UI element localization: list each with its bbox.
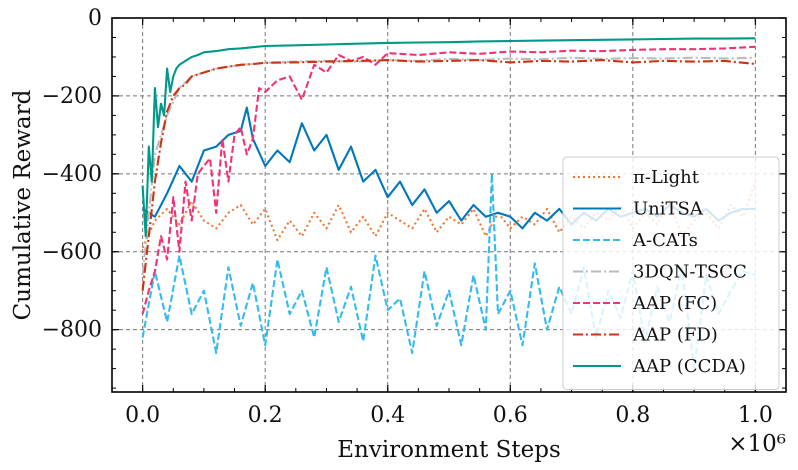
legend: π-Light UniTSA A-CATs 3DQN-TSCC AAP (FC) AAP … xyxy=(562,156,780,390)
x-multiplier-label: ×10⁶ xyxy=(728,431,786,457)
tick-layer: 0.0 0.2 0.4 0.6 0.8 1.0 0 −200 −400 −600 −800 xyxy=(42,6,787,428)
y-tick-label: −600 xyxy=(42,240,102,265)
x-tick-label: 0.4 xyxy=(370,403,405,428)
x-tick-label: 1.0 xyxy=(738,403,773,428)
series-line-6 xyxy=(141,37,756,238)
x-axis-label: Environment Steps xyxy=(337,437,561,463)
series-line-4 xyxy=(141,45,756,315)
y-axis-label: Cumulative Reward xyxy=(10,89,36,320)
grid-layer xyxy=(112,18,786,392)
legend-box xyxy=(562,156,780,390)
y-tick-label: −400 xyxy=(42,162,102,187)
legend-label-4: AAP (FC) xyxy=(632,293,717,314)
series-line-5 xyxy=(141,59,756,291)
y-tick-label: −200 xyxy=(42,84,102,109)
x-tick-label: 0.2 xyxy=(248,403,283,428)
x-tick-label: 0.0 xyxy=(125,403,160,428)
legend-label-2: A-CATs xyxy=(632,230,698,251)
legend-label-3: 3DQN-TSCC xyxy=(633,262,747,283)
legend-label-5: AAP (FD) xyxy=(632,325,718,346)
legend-label-1: UniTSA xyxy=(633,199,704,220)
x-tick-label: 0.6 xyxy=(493,403,528,428)
legend-label-0: π-Light xyxy=(633,167,700,188)
y-tick-label: −800 xyxy=(42,318,102,343)
y-tick-label: 0 xyxy=(88,6,102,31)
legend-label-6: AAP (CCDA) xyxy=(632,356,746,377)
x-tick-label: 0.8 xyxy=(615,403,650,428)
